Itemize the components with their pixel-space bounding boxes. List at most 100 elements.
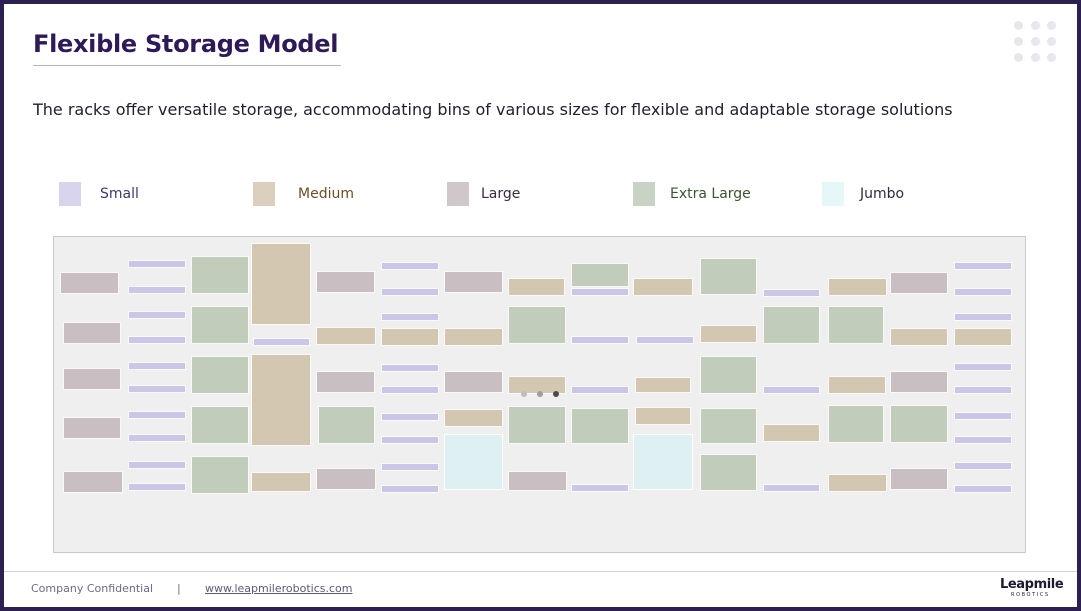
- bin-large: [444, 271, 503, 293]
- bin-small: [128, 483, 186, 491]
- bin-small: [954, 436, 1012, 444]
- legend-label-small: Small: [100, 186, 139, 202]
- bin-small: [954, 485, 1012, 493]
- slide-title: Flexible Storage Model: [33, 30, 339, 58]
- bin-jumbo: [444, 434, 503, 490]
- legend-swatch-medium: [253, 182, 275, 206]
- bin-small: [763, 289, 820, 297]
- bin-small: [128, 434, 186, 442]
- bin-medium: [890, 328, 948, 346]
- bin-small: [381, 413, 439, 421]
- footer-website-link[interactable]: www.leapmilerobotics.com: [205, 582, 353, 595]
- bin-large: [890, 468, 948, 490]
- bin-xlarge: [191, 306, 249, 344]
- decorative-dots-icon: [1011, 19, 1059, 65]
- bin-small: [571, 386, 629, 394]
- bin-small: [954, 412, 1012, 420]
- bin-small: [128, 461, 186, 469]
- bin-large: [316, 468, 376, 490]
- legend-swatch-jumbo: [822, 182, 844, 206]
- bin-small: [571, 484, 629, 492]
- bin-large: [60, 272, 119, 294]
- bin-xlarge: [700, 454, 757, 491]
- legend-swatch-small: [59, 182, 81, 206]
- bin-small: [128, 385, 186, 393]
- bin-medium: [635, 377, 691, 393]
- bin-small: [128, 411, 186, 419]
- bin-small: [954, 262, 1012, 270]
- loading-dots-icon: [520, 391, 562, 397]
- bin-xlarge: [191, 356, 249, 394]
- bin-xlarge: [508, 406, 566, 444]
- bin-small: [571, 288, 629, 296]
- bin-medium: [508, 278, 565, 296]
- footer-divider: [4, 571, 1077, 572]
- legend-label-jumbo: Jumbo: [860, 186, 905, 202]
- bin-small: [253, 338, 310, 346]
- bin-xlarge: [828, 306, 884, 344]
- legend-swatch-extra-large: [633, 182, 655, 206]
- bin-medium: [954, 328, 1012, 346]
- bin-small: [954, 363, 1012, 371]
- bin-large: [890, 272, 948, 294]
- legend-label-large: Large: [481, 186, 521, 202]
- bin-small: [128, 362, 186, 370]
- bin-xlarge: [700, 258, 757, 295]
- bin-small: [128, 286, 186, 294]
- bin-small: [381, 485, 439, 493]
- bin-small: [381, 386, 439, 394]
- bin-small: [128, 260, 186, 268]
- bin-large: [890, 371, 948, 393]
- footer-separator: |: [177, 582, 181, 595]
- bin-large: [316, 371, 375, 393]
- bin-medium: [316, 327, 376, 345]
- bin-xlarge: [508, 306, 566, 344]
- bin-medium: [251, 354, 311, 446]
- bin-large: [63, 368, 121, 390]
- bin-small: [636, 336, 694, 344]
- bin-medium: [828, 474, 887, 492]
- bin-medium: [633, 278, 693, 296]
- bin-small: [381, 463, 439, 471]
- bin-medium: [700, 325, 757, 343]
- bin-xlarge: [318, 406, 375, 444]
- slide-subtitle: The racks offer versatile storage, accom…: [33, 100, 953, 119]
- bin-xlarge: [191, 456, 249, 494]
- logo-tagline: ROBOTICS: [1011, 592, 1050, 598]
- bin-small: [381, 313, 439, 321]
- bin-xlarge: [700, 408, 757, 444]
- legend-swatch-large: [447, 182, 469, 206]
- bin-medium: [444, 328, 503, 346]
- bin-medium: [251, 243, 311, 325]
- bin-large: [63, 322, 121, 344]
- bin-small: [954, 386, 1012, 394]
- bin-large: [444, 371, 503, 393]
- bin-small: [954, 313, 1012, 321]
- bin-medium: [763, 424, 820, 442]
- bin-large: [63, 471, 123, 493]
- bin-small: [381, 288, 439, 296]
- bin-small: [381, 364, 439, 372]
- bin-medium: [828, 376, 886, 394]
- bin-xlarge: [571, 263, 629, 287]
- bin-small: [763, 386, 820, 394]
- bin-large: [316, 271, 375, 293]
- bin-small: [381, 436, 439, 444]
- bin-xlarge: [191, 256, 249, 294]
- bin-medium: [381, 328, 439, 346]
- bin-xlarge: [191, 406, 249, 444]
- bin-xlarge: [763, 306, 820, 344]
- bin-medium: [635, 407, 691, 425]
- legend-label-extra-large: Extra Large: [670, 186, 751, 202]
- bin-xlarge: [890, 405, 948, 443]
- bin-small: [954, 462, 1012, 470]
- leapmile-logo: Leapmile ROBOTICS: [1000, 577, 1064, 601]
- bin-small: [128, 336, 186, 344]
- bin-small: [571, 336, 629, 344]
- bin-large: [63, 417, 121, 439]
- bin-xlarge: [828, 405, 884, 443]
- footer-confidential: Company Confidential: [31, 582, 154, 595]
- bin-small: [763, 484, 820, 492]
- bin-medium: [444, 409, 503, 427]
- legend-label-medium: Medium: [298, 186, 354, 202]
